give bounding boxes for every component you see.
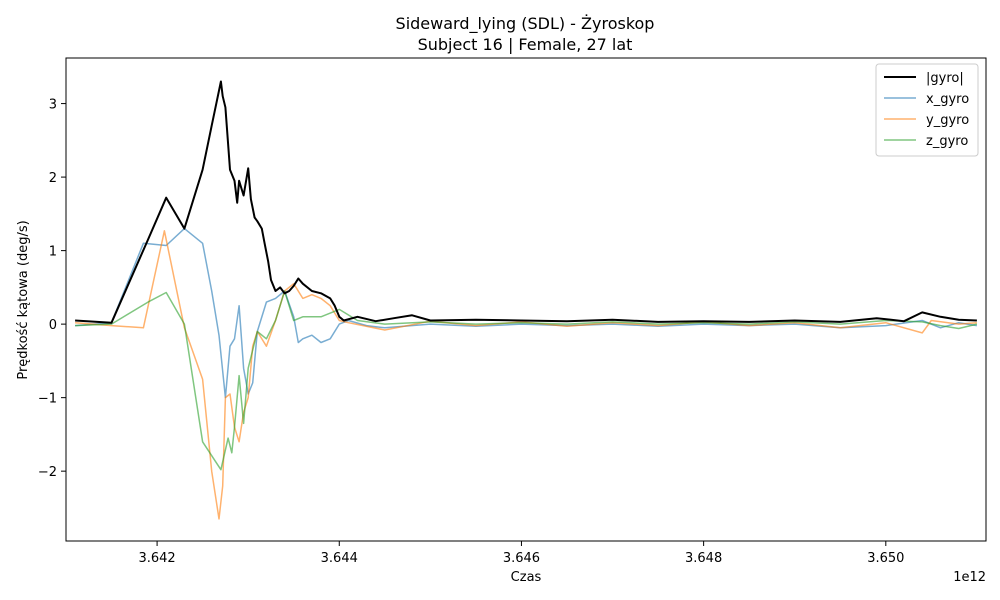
x-axis-offset-label: 1e12	[953, 570, 986, 585]
legend-label: x_gyro	[926, 92, 969, 107]
chart-subtitle: Subject 16 | Female, 27 lat	[418, 35, 633, 54]
y-tick-label: 2	[49, 171, 57, 186]
legend-label: y_gyro	[926, 113, 969, 128]
x-axis-label: Czas	[511, 570, 542, 585]
legend-label: |gyro|	[926, 71, 964, 86]
chart-title: Sideward_lying (SDL) - Żyroskop	[396, 14, 655, 34]
x-axis: 3.642 3.644 3.646 3.648 3.650	[138, 541, 904, 566]
legend-label: z_gyro	[926, 134, 968, 149]
series-layer	[75, 80, 978, 520]
series-line-ygyro	[75, 230, 977, 520]
x-tick-label: 3.646	[503, 551, 540, 566]
x-tick-label: 3.650	[867, 551, 904, 566]
x-tick-label: 3.642	[138, 551, 175, 566]
y-tick-label: 0	[49, 318, 57, 333]
y-tick-label: −1	[38, 392, 57, 407]
plot-frame	[65, 57, 987, 542]
y-tick-label: 3	[49, 98, 57, 113]
y-axis-label: Prędkość kątowa (deg/s)	[16, 220, 31, 379]
y-tick-label: 1	[49, 245, 57, 260]
series-line-xgyro	[75, 227, 978, 399]
series-line-gyro	[75, 80, 977, 324]
x-tick-label: 3.648	[685, 551, 722, 566]
y-axis: −2 −1 0 1 2 3	[38, 98, 66, 480]
legend: |gyro| x_gyro y_gyro z_gyro	[875, 63, 979, 157]
series-line-zgyro	[75, 290, 978, 471]
y-tick-label: −2	[38, 465, 57, 480]
legend-box	[875, 63, 979, 157]
x-tick-label: 3.644	[321, 551, 358, 566]
